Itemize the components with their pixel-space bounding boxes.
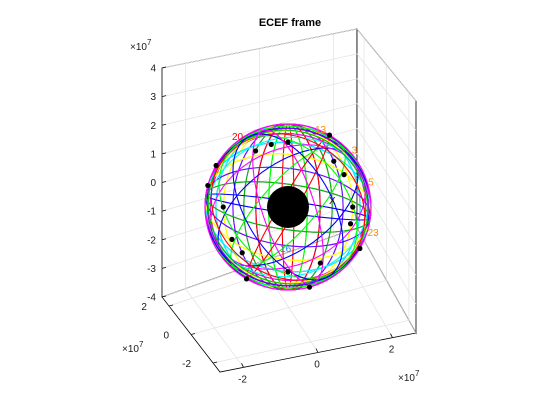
x-tick-label: 0: [314, 360, 320, 371]
satellite-marker: [341, 172, 347, 178]
y-tick-mark: [168, 304, 174, 307]
z-tick-mark: [161, 152, 167, 155]
grid-line: [161, 78, 417, 160]
z-tick-label: 3: [150, 92, 156, 103]
grid-line: [190, 65, 387, 335]
y-axis-multiplier: ×107: [122, 340, 144, 355]
z-tick-mark: [161, 66, 167, 69]
grid-line: [259, 48, 319, 353]
z-tick-mark: [161, 295, 167, 298]
frame-axis-label: X: [329, 196, 336, 207]
satellite-marker: [285, 269, 291, 275]
orbit-track: [217, 147, 359, 267]
satellite-marker: [317, 260, 323, 266]
svg-text:×107: ×107: [130, 38, 152, 53]
z-tick-label: 0: [150, 178, 156, 189]
satellite-label: 16: [280, 244, 292, 255]
y-tick-label: 0: [163, 331, 169, 342]
satellite-label: 20: [232, 132, 244, 143]
grid-line: [161, 53, 417, 131]
z-tick-label: 2: [150, 121, 156, 132]
satellite-marker: [326, 132, 333, 138]
x-tick-label: 2: [389, 345, 395, 356]
z-tick-mark: [161, 123, 167, 126]
z-tick-mark: [161, 181, 167, 183]
svg-text:×107: ×107: [398, 369, 420, 384]
satellite-label: 23: [368, 228, 380, 239]
satellite-label: 5: [368, 178, 374, 189]
orbit-track: [230, 144, 346, 270]
y-tick-mark: [212, 361, 218, 364]
satellite-marker: [205, 182, 211, 189]
y-tick-label: -2: [182, 359, 191, 370]
z-tick-label: -3: [147, 264, 156, 275]
satellite-markers: 20 23 16 13 5 3: [205, 125, 379, 290]
y-tick-mark: [190, 333, 196, 335]
earth-globe: [267, 186, 309, 228]
orbit-outline: [204, 123, 372, 291]
satellite-marker: [229, 236, 235, 242]
satellite-marker: [350, 204, 356, 210]
satellite-marker: [253, 148, 259, 154]
y-tick-label: 2: [141, 302, 147, 313]
x-axis-ticks: -2 0 2: [238, 333, 395, 385]
grid-line: [161, 103, 417, 189]
orbit-track: [210, 133, 366, 281]
z-tick-label: -1: [147, 207, 156, 218]
orbit-track: [207, 129, 369, 285]
x-axis-multiplier: ×107: [398, 369, 420, 384]
grid-line: [161, 152, 417, 247]
satellite-marker: [243, 276, 250, 282]
svg-text:×107: ×107: [122, 340, 144, 355]
x-tick-mark: [315, 348, 319, 353]
satellite-label: 13: [315, 125, 327, 136]
z-tick-label: -2: [147, 235, 156, 246]
z-tick-mark: [161, 238, 167, 241]
z-axis-multiplier: ×107: [130, 38, 152, 53]
z-tick-mark: [161, 95, 167, 98]
orbit-track: [232, 133, 344, 281]
grid-line: [212, 92, 410, 364]
satellite-marker: [239, 250, 245, 256]
satellite-marker: [357, 245, 363, 252]
satellite-marker: [285, 139, 291, 145]
z-tick-mark: [161, 209, 167, 212]
grid-line: [161, 28, 417, 102]
satellite-label: 3: [352, 146, 358, 157]
z-tick-label: 4: [150, 64, 156, 75]
x-tick-label: -2: [238, 374, 247, 385]
z-tick-label: -4: [147, 293, 156, 304]
chart-title: ECEF frame: [259, 17, 321, 29]
x-tick-mark: [241, 363, 244, 368]
satellite-marker: [331, 158, 337, 164]
satellite-marker: [220, 204, 226, 210]
orbit-track: [210, 144, 366, 270]
satellite-marker: [347, 221, 354, 227]
y-axis-ticks: -2 0 2: [141, 302, 218, 370]
satellite-marker: [306, 284, 313, 290]
z-tick-mark: [161, 266, 167, 269]
z-tick-label: 1: [150, 149, 156, 160]
orbit-track: [218, 135, 358, 279]
orbit-track: [252, 129, 324, 285]
grid-line: [185, 63, 244, 368]
grid-line: [333, 33, 393, 338]
x-tick-mark: [390, 333, 393, 338]
z-axis-ticks: -4 -3 -2 -1 0 1 2 3 4: [147, 64, 167, 304]
satellite-marker: [213, 162, 219, 169]
satellite-marker: [268, 141, 274, 148]
